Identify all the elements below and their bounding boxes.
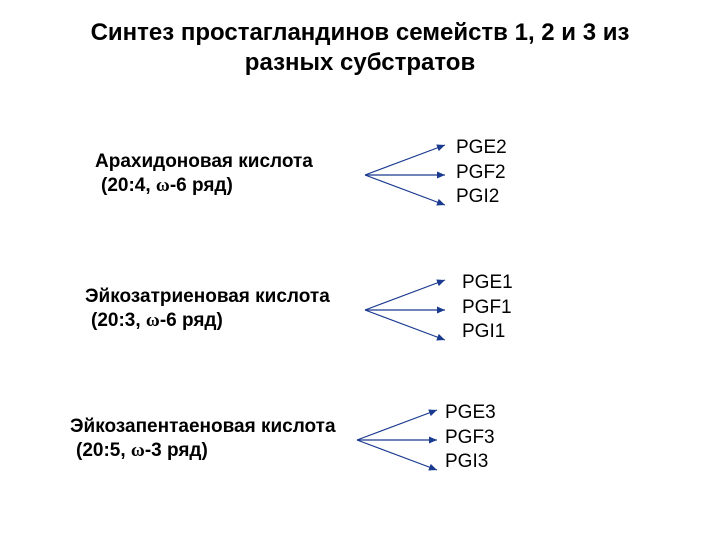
product-list: PGE1PGF1PGI1 <box>462 271 513 345</box>
branch-arrows <box>352 400 447 480</box>
substrate-name: Эйкозапентаеновая кислота <box>70 415 336 439</box>
product-item: PGI3 <box>445 450 496 475</box>
branch-arrows <box>360 135 455 215</box>
page-title: Синтез простагландинов семейств 1, 2 и 3… <box>0 0 720 88</box>
branch-arrows <box>360 270 455 350</box>
substrate-name: Арахидоновая кислота <box>95 150 313 174</box>
product-item: PGE1 <box>462 271 513 296</box>
title-line-2: разных субстратов <box>245 49 475 76</box>
substrate-name: Эйкозатриеновая кислота <box>85 285 330 309</box>
substrate-label: Арахидоновая кислота(20:4, ω-6 ряд) <box>95 150 313 198</box>
product-list: PGE2PGF2PGI2 <box>456 136 507 210</box>
title-line-1: Синтез простагландинов семейств 1, 2 и 3… <box>91 19 630 46</box>
product-item: PGI1 <box>462 320 513 345</box>
product-item: PGI2 <box>456 185 507 210</box>
product-item: PGE3 <box>445 401 496 426</box>
product-list: PGE3PGF3PGI3 <box>445 401 496 475</box>
substrate-label: Эйкозапентаеновая кислота(20:5, ω-3 ряд) <box>70 415 336 463</box>
product-item: PGF3 <box>445 426 496 451</box>
product-item: PGF1 <box>462 296 513 321</box>
product-item: PGF2 <box>456 161 507 186</box>
substrate-notation: (20:4, ω-6 ряд) <box>95 174 313 198</box>
substrate-notation: (20:5, ω-3 ряд) <box>70 439 336 463</box>
substrate-label: Эйкозатриеновая кислота(20:3, ω-6 ряд) <box>85 285 330 333</box>
product-item: PGE2 <box>456 136 507 161</box>
substrate-notation: (20:3, ω-6 ряд) <box>85 309 330 333</box>
